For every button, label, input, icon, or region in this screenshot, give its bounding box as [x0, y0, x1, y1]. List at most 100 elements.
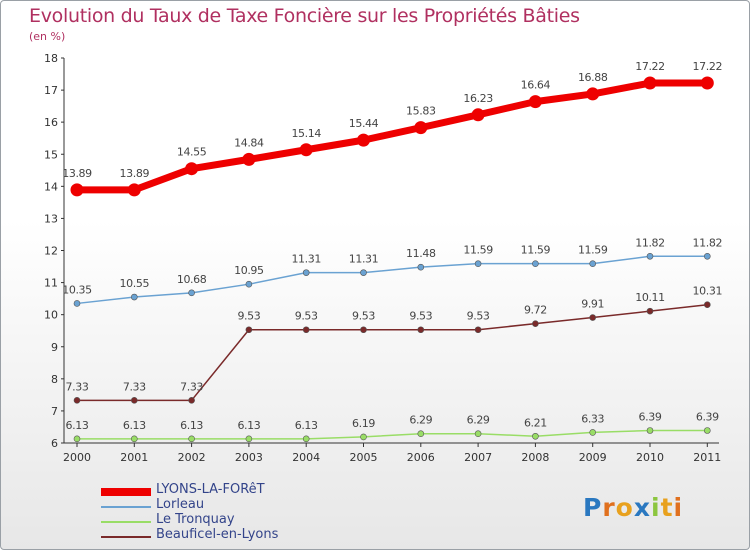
y-tick-label: 16 [44, 116, 58, 129]
y-tick-label: 12 [44, 245, 58, 258]
x-tick-label: 2011 [693, 451, 721, 464]
data-label: 9.53 [352, 310, 375, 323]
data-label: 15.14 [291, 127, 321, 140]
data-point [302, 269, 310, 276]
data-point [417, 326, 425, 334]
data-label: 6.13 [180, 419, 203, 432]
data-label: 6.13 [237, 419, 260, 432]
data-label: 11.59 [521, 244, 551, 257]
data-label: 6.33 [581, 412, 604, 425]
data-point [700, 76, 714, 90]
data-label: 13.89 [120, 167, 150, 180]
data-label: 16.64 [521, 79, 551, 92]
data-label: 10.95 [234, 264, 264, 277]
data-point [131, 435, 138, 443]
data-label: 16.88 [578, 71, 608, 84]
y-tick-label: 18 [44, 52, 58, 65]
data-point [474, 326, 482, 334]
data-point [532, 260, 539, 267]
series-line [77, 303, 708, 402]
data-label: 6.29 [467, 414, 490, 427]
data-label: 11.59 [578, 244, 608, 257]
y-tick-label: 17 [44, 84, 58, 97]
legend-label: LYONS-LA-FORêT [156, 482, 265, 497]
x-tick-label: 2001 [120, 451, 148, 464]
data-point [474, 260, 482, 267]
data-label: 6.13 [123, 419, 146, 432]
y-tick-label: 10 [44, 309, 58, 322]
chart-title: Evolution du Taux de Taxe Foncière sur l… [29, 5, 580, 27]
logo-letter: x [633, 493, 651, 522]
data-label: 11.82 [635, 236, 665, 249]
x-tick-label: 2000 [63, 451, 91, 464]
data-label: 6.21 [524, 416, 547, 429]
data-label: 11.31 [349, 253, 379, 266]
data-point [360, 326, 367, 334]
data-point [360, 433, 367, 441]
data-label: 6.39 [639, 410, 662, 423]
data-label: 7.33 [123, 380, 146, 393]
x-tick-label: 2006 [407, 451, 435, 464]
data-point [471, 108, 485, 122]
data-label: 17.22 [635, 60, 665, 73]
data-point [586, 87, 600, 101]
y-tick-label: 7 [51, 405, 58, 418]
data-label: 9.53 [467, 310, 490, 323]
legend-swatch [101, 536, 151, 538]
data-label: 11.48 [406, 247, 436, 260]
series-line [77, 79, 708, 194]
y-tick-label: 9 [51, 341, 58, 354]
data-point [414, 121, 428, 135]
data-label: 10.55 [120, 277, 150, 290]
data-label: 7.33 [180, 380, 203, 393]
data-label: 16.23 [463, 92, 493, 105]
data-label: 10.35 [62, 283, 92, 296]
data-point [646, 252, 654, 260]
x-tick-label: 2002 [178, 451, 206, 464]
data-label: 10.31 [693, 285, 723, 298]
logo-letter: i [651, 493, 661, 522]
y-tick-label: 8 [51, 373, 58, 386]
logo-letter: i [673, 493, 684, 522]
data-point [245, 435, 253, 443]
data-label: 15.83 [406, 105, 436, 118]
data-point [188, 397, 195, 404]
data-label: 9.72 [524, 304, 547, 317]
data-point [131, 293, 138, 301]
logo-letter: t [660, 493, 674, 522]
y-tick-label: 6 [51, 437, 58, 450]
data-label: 6.29 [409, 414, 432, 427]
x-tick-label: 2003 [235, 451, 263, 464]
y-tick-label: 13 [44, 212, 58, 225]
x-tick-label: 2009 [579, 451, 607, 464]
data-point [188, 435, 195, 443]
logo-letter: o [615, 493, 634, 522]
legend-swatch [101, 488, 151, 496]
data-point [73, 300, 81, 307]
data-point [242, 152, 256, 166]
data-point [299, 143, 313, 157]
data-point [417, 430, 425, 437]
data-point [646, 307, 654, 315]
data-point [302, 435, 310, 443]
data-point [131, 397, 138, 404]
data-point [127, 183, 141, 197]
data-point [245, 280, 253, 288]
legend-label: Lorleau [156, 497, 205, 512]
data-label: 6.39 [696, 410, 719, 423]
legend-swatch [101, 506, 151, 508]
series-line [77, 429, 708, 440]
data-label: 9.91 [581, 298, 604, 311]
legend-label: Le Tronquay [156, 512, 235, 527]
data-point [589, 314, 597, 321]
data-label: 13.89 [62, 167, 92, 180]
data-point [185, 162, 199, 176]
data-label: 10.68 [177, 273, 207, 286]
data-point [360, 269, 367, 276]
x-tick-label: 2010 [636, 451, 664, 464]
data-point [703, 252, 711, 260]
legend-label: Beauficel-en-Lyons [156, 527, 279, 542]
data-label: 10.11 [635, 291, 665, 304]
data-point [474, 430, 482, 437]
